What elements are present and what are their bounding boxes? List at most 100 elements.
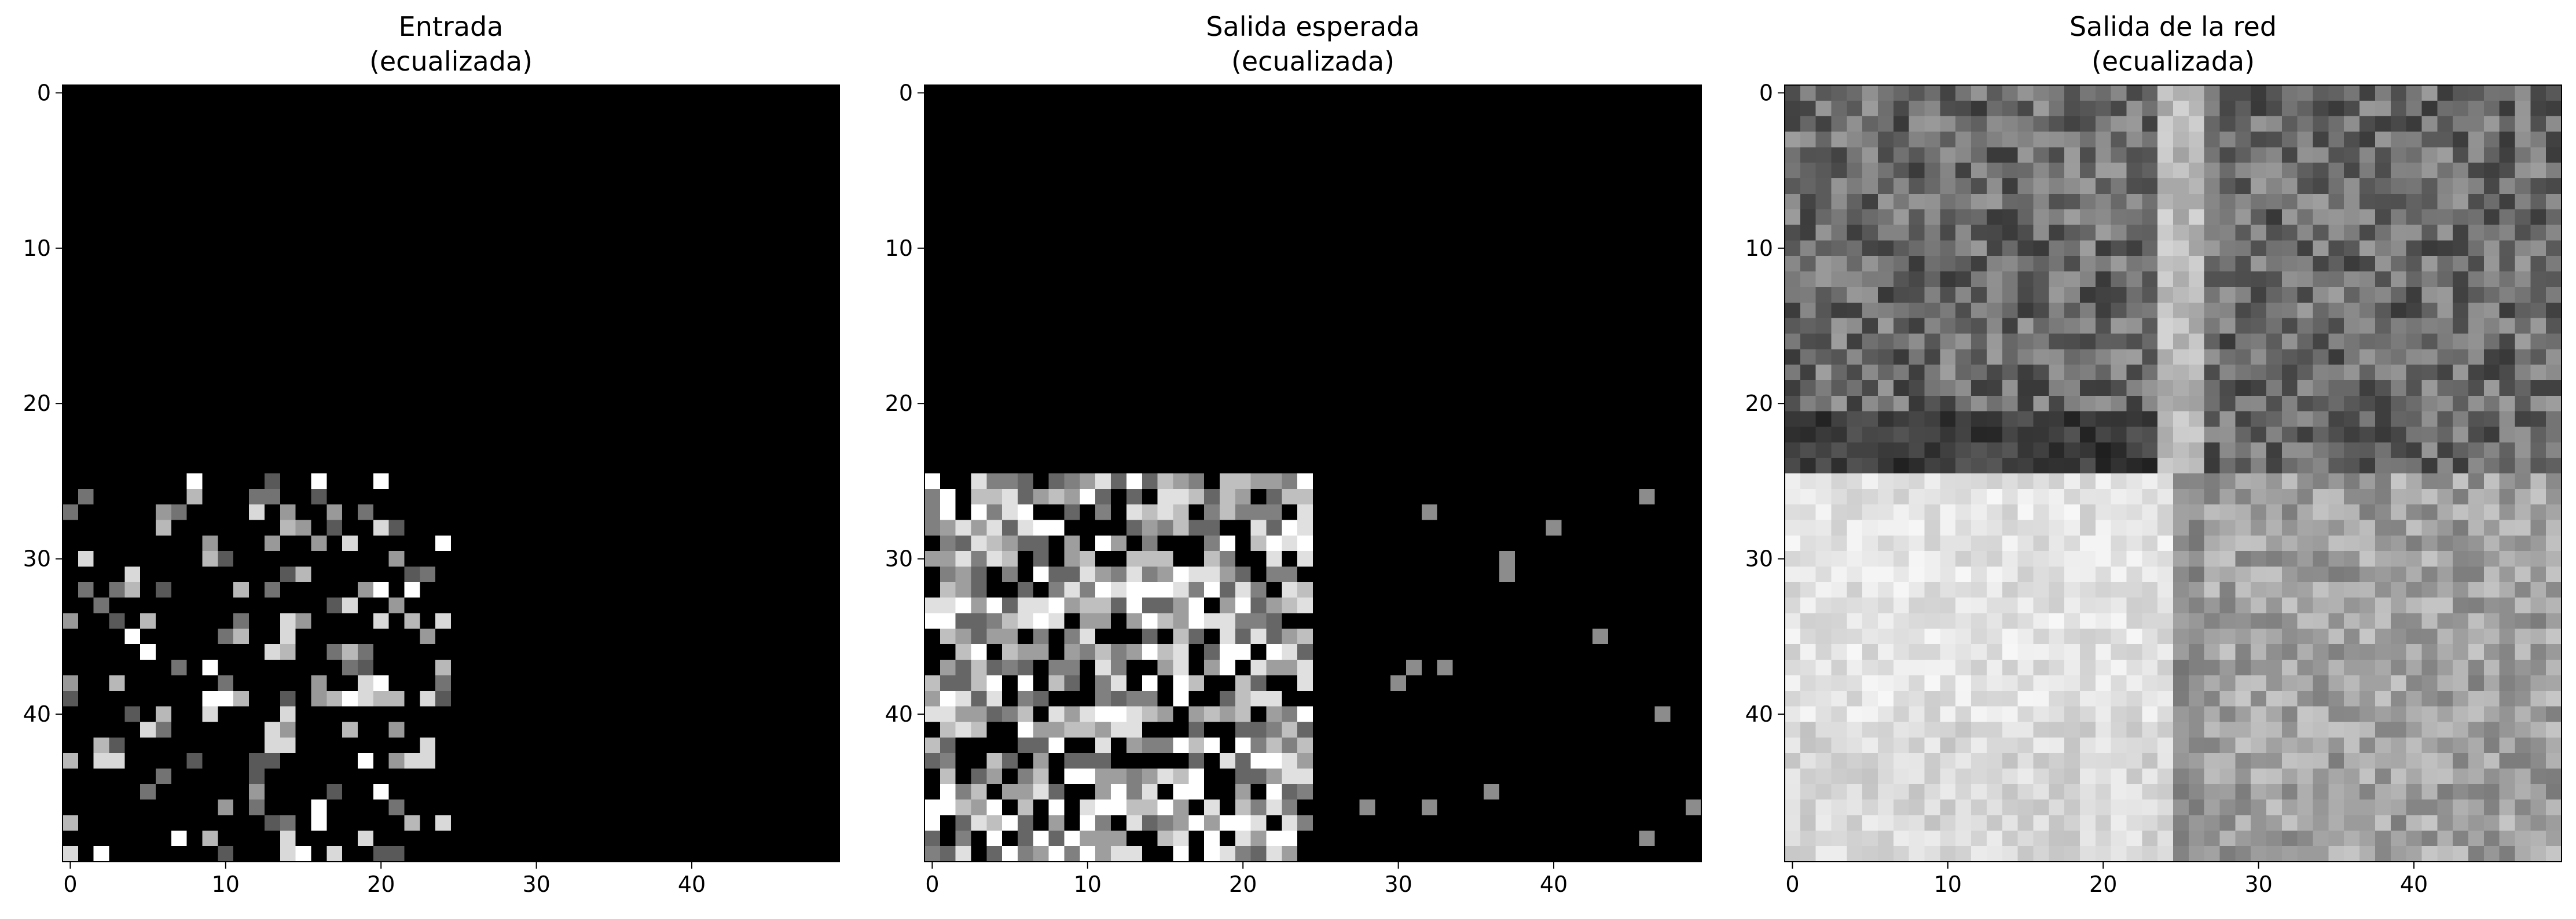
heatmap-cell: [1468, 256, 1484, 272]
heatmap-cell: [513, 768, 529, 785]
heatmap-cell: [1250, 722, 1267, 738]
heatmap-cell: [420, 209, 436, 226]
heatmap-cell: [544, 582, 560, 598]
heatmap-cell: [1623, 349, 1640, 365]
heatmap-cell: [156, 846, 172, 862]
heatmap-cell: [668, 597, 685, 614]
heatmap-cell: [420, 193, 436, 210]
heatmap-cell: [420, 473, 436, 490]
heatmap-cell: [1654, 85, 1671, 101]
heatmap-cell: [435, 365, 452, 381]
heatmap-cell: [1282, 722, 1298, 738]
heatmap-cell: [559, 240, 576, 256]
heatmap-cell: [1577, 116, 1593, 133]
heatmap-cell: [1080, 706, 1096, 723]
heatmap-cell: [404, 225, 420, 241]
heatmap-cell: [1468, 520, 1484, 536]
heatmap-cell: [1204, 209, 1220, 226]
heatmap-cell: [1530, 675, 1547, 692]
heatmap-cell: [622, 131, 638, 148]
heatmap-cell: [1608, 411, 1624, 428]
heatmap-cell: [156, 333, 172, 350]
heatmap-cell: [1204, 131, 1220, 148]
heatmap-cell: [1126, 799, 1143, 816]
heatmap-cell: [357, 535, 374, 552]
heatmap-cell: [513, 411, 529, 428]
heatmap-cell: [1390, 675, 1407, 692]
heatmap-cell: [1002, 85, 1018, 101]
heatmap-cell: [955, 411, 972, 428]
heatmap-cell: [1499, 163, 1515, 179]
heatmap-cell: [1095, 551, 1111, 567]
y-tick-label: 30: [23, 546, 51, 572]
heatmap-cell: [1499, 395, 1515, 412]
heatmap-cell: [451, 504, 467, 521]
heatmap-cell: [1499, 458, 1515, 474]
heatmap-cell: [1250, 551, 1267, 567]
heatmap-cell: [1142, 286, 1158, 303]
heatmap-cell: [1514, 271, 1531, 288]
heatmap-cell: [78, 178, 94, 194]
heatmap-cell: [1328, 458, 1345, 474]
heatmap-cell: [1514, 551, 1531, 567]
heatmap-cell: [404, 116, 420, 133]
heatmap-cell: [1670, 488, 1686, 505]
heatmap-cell: [357, 737, 374, 753]
heatmap-cell: [171, 256, 188, 272]
heatmap-cell: [1204, 365, 1220, 381]
heatmap-cell: [357, 395, 374, 412]
heatmap-cell: [1048, 784, 1065, 800]
heatmap-cell: [1157, 628, 1174, 645]
heatmap-cell: [699, 271, 715, 288]
heatmap-cell: [637, 395, 654, 412]
heatmap-cell: [668, 349, 685, 365]
heatmap-cell: [559, 690, 576, 707]
heatmap-cell: [171, 582, 188, 598]
heatmap-cell: [1623, 722, 1640, 738]
heatmap-cell: [1375, 753, 1391, 769]
heatmap-cell: [482, 193, 498, 210]
heatmap-cell: [1250, 535, 1267, 552]
heatmap-cell: [357, 193, 374, 210]
heatmap-cell: [93, 737, 110, 753]
heatmap-cell: [93, 225, 110, 241]
heatmap-cell: [1670, 504, 1686, 521]
heatmap-cell: [971, 613, 987, 629]
heatmap-cell: [1126, 567, 1143, 583]
heatmap-cell: [652, 846, 669, 862]
heatmap-cell: [435, 271, 452, 288]
heatmap-cell: [280, 163, 296, 179]
heatmap-cell: [497, 318, 513, 334]
heatmap-cell: [1592, 504, 1609, 521]
heatmap-cell: [1468, 660, 1484, 676]
heatmap-cell: [1639, 488, 1656, 505]
heatmap-cell: [824, 535, 840, 552]
heatmap-cell: [1282, 365, 1298, 381]
heatmap-cell: [637, 318, 654, 334]
heatmap-cell: [622, 473, 638, 490]
heatmap-cell: [575, 427, 592, 443]
heatmap-cell: [1250, 582, 1267, 598]
heatmap-cell: [311, 302, 327, 319]
heatmap-cell: [792, 442, 809, 458]
heatmap-cell: [1095, 225, 1111, 241]
heatmap-cell: [746, 163, 762, 179]
heatmap-cell: [373, 349, 390, 365]
heatmap-cell: [311, 427, 327, 443]
heatmap-cell: [202, 737, 218, 753]
heatmap-cell: [1064, 520, 1080, 536]
heatmap-cell: [715, 256, 731, 272]
heatmap-cell: [1623, 318, 1640, 334]
heatmap-cell: [1375, 582, 1391, 598]
heatmap-cell: [986, 209, 1003, 226]
heatmap-cell: [311, 660, 327, 676]
heatmap-cell: [1235, 302, 1252, 319]
heatmap-cell: [1468, 163, 1484, 179]
heatmap-cell: [1514, 582, 1531, 598]
heatmap-cell: [1297, 286, 1313, 303]
heatmap-cell: [1639, 660, 1656, 676]
heatmap-cell: [606, 690, 622, 707]
heatmap-cell: [342, 240, 358, 256]
heatmap-cell: [1592, 209, 1609, 226]
heatmap-cell: [1592, 613, 1609, 629]
